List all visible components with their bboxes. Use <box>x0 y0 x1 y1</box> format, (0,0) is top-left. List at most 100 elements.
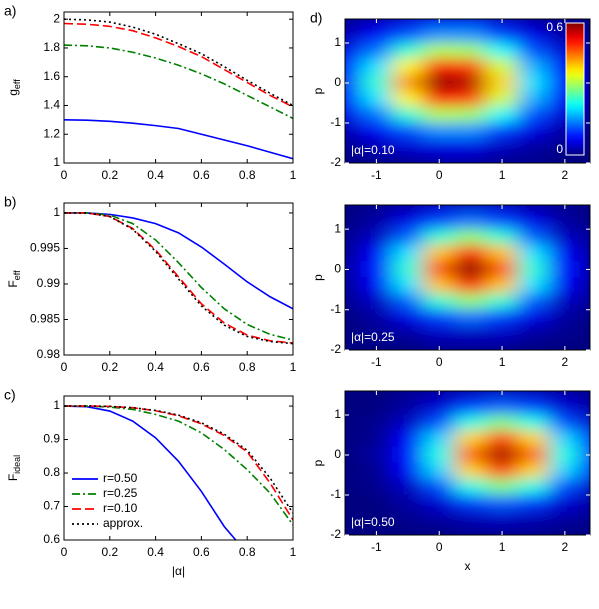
heat-cell <box>360 277 393 295</box>
heat-cell <box>391 510 425 528</box>
heat-cell <box>454 309 487 327</box>
heat-cell <box>423 228 456 246</box>
annotation: |α|=0.25 <box>351 330 395 344</box>
heat-cell <box>391 391 425 400</box>
heat-cell <box>580 277 590 295</box>
heat-cell <box>517 260 550 278</box>
heat-cell <box>391 42 425 60</box>
series-line <box>64 212 293 344</box>
heat-cell <box>360 526 393 535</box>
heat-cell <box>548 205 582 214</box>
heat-cell <box>517 42 550 60</box>
heat-cell <box>517 74 550 92</box>
axes-frame <box>344 390 591 536</box>
heat-cell <box>391 58 425 76</box>
heat-cell <box>423 244 456 262</box>
heat-cell <box>391 309 425 327</box>
x-tick-label: 0.4 <box>147 545 164 559</box>
x-tick-label: 0.4 <box>147 360 164 374</box>
y-tick-label: 0 <box>334 75 341 89</box>
heat-cell <box>345 494 362 512</box>
heat-cell <box>360 325 393 343</box>
heat-cell <box>360 138 393 156</box>
heat-cell <box>485 58 519 76</box>
heat-cell <box>345 212 362 230</box>
legend-label: r=0.25 <box>103 486 138 500</box>
heat-cell <box>454 74 487 92</box>
heat-cell <box>360 260 393 278</box>
heat-cell <box>423 90 456 108</box>
heat-cell <box>517 90 550 108</box>
x-tick-label: -1 <box>371 355 382 369</box>
heat-cell <box>580 414 590 432</box>
heat-cell <box>485 526 519 535</box>
heat-cell <box>423 154 456 163</box>
heat-cell <box>548 277 582 295</box>
heat-cell <box>454 414 487 432</box>
y-tick-label: 1.6 <box>43 69 60 83</box>
y-tick-label: 1.8 <box>43 40 60 54</box>
heat-cell <box>454 462 487 480</box>
heat-cell <box>580 341 590 350</box>
heat-cell <box>517 398 550 416</box>
heat-cell <box>391 122 425 140</box>
heat-cell <box>485 277 519 295</box>
y-tick-label: 0.99 <box>37 276 61 290</box>
legend-label: r=0.10 <box>103 501 138 515</box>
heat-cell <box>391 244 425 262</box>
heat-cell <box>485 106 519 124</box>
heat-cell <box>423 74 456 92</box>
heat-cell <box>360 26 393 44</box>
y-tick-label: 1.2 <box>43 126 60 140</box>
plot-area <box>64 18 293 160</box>
plot-area <box>64 212 293 345</box>
heat-cell <box>517 138 550 156</box>
panel-label: c) <box>4 387 16 403</box>
heat-cell <box>360 42 393 60</box>
heat-cell <box>423 277 456 295</box>
heat-cell <box>391 228 425 246</box>
x-tick-label: 0 <box>61 545 68 559</box>
heat-cell <box>485 478 519 496</box>
heat-cell <box>517 510 550 528</box>
heat-cell <box>391 138 425 156</box>
heat-cell <box>454 391 487 400</box>
heat-cell <box>360 244 393 262</box>
x-tick-label: -1 <box>371 540 382 554</box>
heat-cell <box>345 293 362 311</box>
heat-cell <box>454 244 487 262</box>
x-tick-label: 1 <box>499 168 506 182</box>
heat-cell <box>580 138 590 156</box>
heat-cell <box>423 293 456 311</box>
heat-cell <box>580 309 590 327</box>
legend-label: r=0.50 <box>103 471 138 485</box>
heat-cell <box>423 325 456 343</box>
y-tick-label: 1 <box>53 398 60 412</box>
series-line <box>64 405 293 526</box>
heat-cell <box>454 446 487 464</box>
heat-cell <box>548 260 582 278</box>
heat-cell <box>454 430 487 448</box>
y-tick-label: -1 <box>330 115 341 129</box>
heat-cell <box>485 154 519 163</box>
heat-cell <box>423 106 456 124</box>
heat-cell <box>485 494 519 512</box>
y-tick-label: -1 <box>330 302 341 316</box>
y-tick-label: -2 <box>330 155 341 169</box>
x-tick-label: 0 <box>61 168 68 182</box>
heat-cell <box>423 430 456 448</box>
plot-area <box>345 391 590 535</box>
panel-label: b) <box>4 194 16 210</box>
heat-cell <box>423 122 456 140</box>
heat-cell <box>580 74 590 92</box>
heat-cell <box>517 244 550 262</box>
heat-cell <box>454 19 487 28</box>
heat-cell <box>580 106 590 124</box>
heat-cell <box>580 398 590 416</box>
heat-cell <box>391 90 425 108</box>
heat-cell <box>423 526 456 535</box>
heat-cell <box>391 494 425 512</box>
heatmap <box>345 205 590 350</box>
plot-area <box>345 19 590 163</box>
